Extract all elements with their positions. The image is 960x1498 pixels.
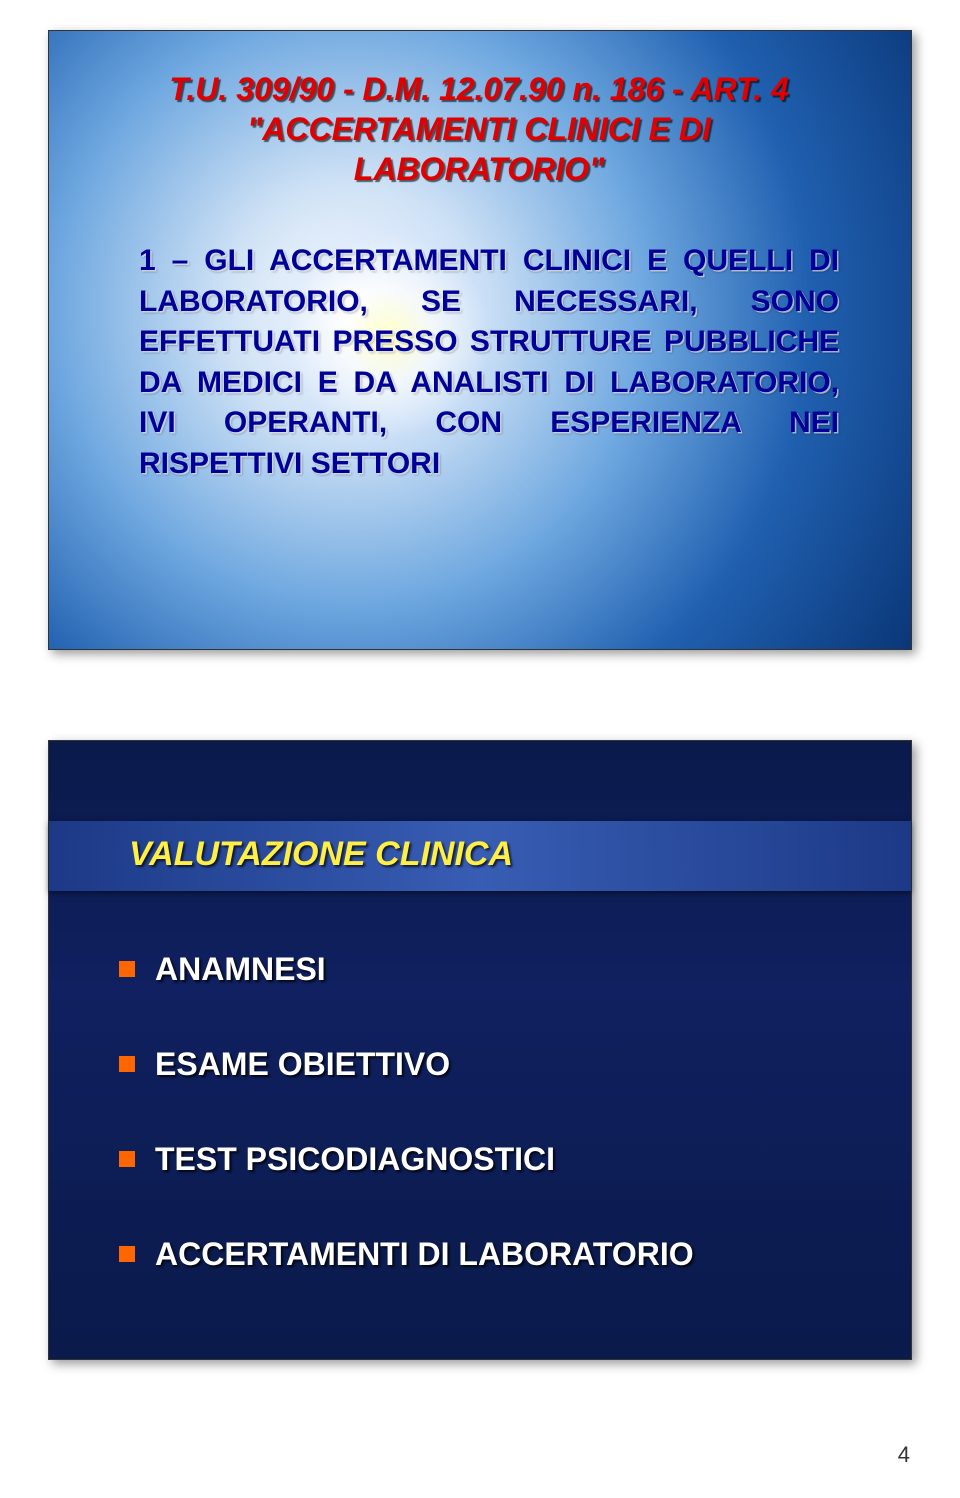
list-item-label: ANAMNESI xyxy=(155,951,326,988)
slide-2-title: VALUTAZIONE CLINICA xyxy=(129,835,513,874)
header-line-3: LABORATORIO" xyxy=(354,151,604,187)
list-item-label: ACCERTAMENTI DI LABORATORIO xyxy=(155,1236,694,1273)
page-number: 4 xyxy=(898,1442,910,1468)
list-item-label: ESAME OBIETTIVO xyxy=(155,1046,450,1083)
slide-1: T.U. 309/90 - D.M. 12.07.90 n. 186 - ART… xyxy=(48,30,912,650)
slide-2-list: ANAMNESI ESAME OBIETTIVO TEST PSICODIAGN… xyxy=(119,951,859,1331)
bullet-icon xyxy=(119,1056,135,1072)
slide-1-body-text: 1 – GLI ACCERTAMENTI CLINICI E QUELLI DI… xyxy=(139,241,839,484)
list-item: TEST PSICODIAGNOSTICI xyxy=(119,1141,859,1178)
bullet-icon xyxy=(119,1151,135,1167)
list-item: ESAME OBIETTIVO xyxy=(119,1046,859,1083)
slide-1-header: T.U. 309/90 - D.M. 12.07.90 n. 186 - ART… xyxy=(119,69,839,189)
header-line-1: T.U. 309/90 - D.M. 12.07.90 n. 186 - ART… xyxy=(169,71,789,107)
list-item-label: TEST PSICODIAGNOSTICI xyxy=(155,1141,555,1178)
list-item: ANAMNESI xyxy=(119,951,859,988)
slide-2: VALUTAZIONE CLINICA ANAMNESI ESAME OBIET… xyxy=(48,740,912,1360)
slide-1-body-box: 1 – GLI ACCERTAMENTI CLINICI E QUELLI DI… xyxy=(139,241,839,484)
list-item: ACCERTAMENTI DI LABORATORIO xyxy=(119,1236,859,1273)
bullet-icon xyxy=(119,1246,135,1262)
header-line-2: "ACCERTAMENTI CLINICI E DI xyxy=(247,111,711,147)
bullet-icon xyxy=(119,961,135,977)
